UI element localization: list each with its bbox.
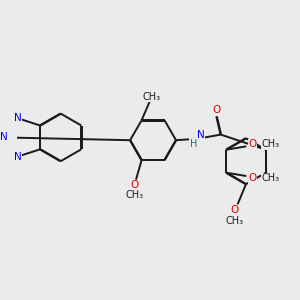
Text: N: N: [0, 132, 8, 142]
Text: N: N: [14, 113, 21, 123]
Text: CH₃: CH₃: [225, 215, 243, 226]
Text: O: O: [248, 139, 256, 149]
Text: CH₃: CH₃: [262, 173, 280, 183]
Text: CH₃: CH₃: [262, 139, 280, 149]
Text: O: O: [248, 173, 256, 183]
Text: CH₃: CH₃: [142, 92, 160, 101]
Text: N: N: [196, 130, 204, 140]
Text: O: O: [130, 180, 139, 190]
Text: O: O: [212, 105, 221, 115]
Text: H: H: [190, 139, 197, 149]
Text: N: N: [14, 152, 21, 162]
Text: O: O: [230, 206, 238, 215]
Text: CH₃: CH₃: [125, 190, 144, 200]
